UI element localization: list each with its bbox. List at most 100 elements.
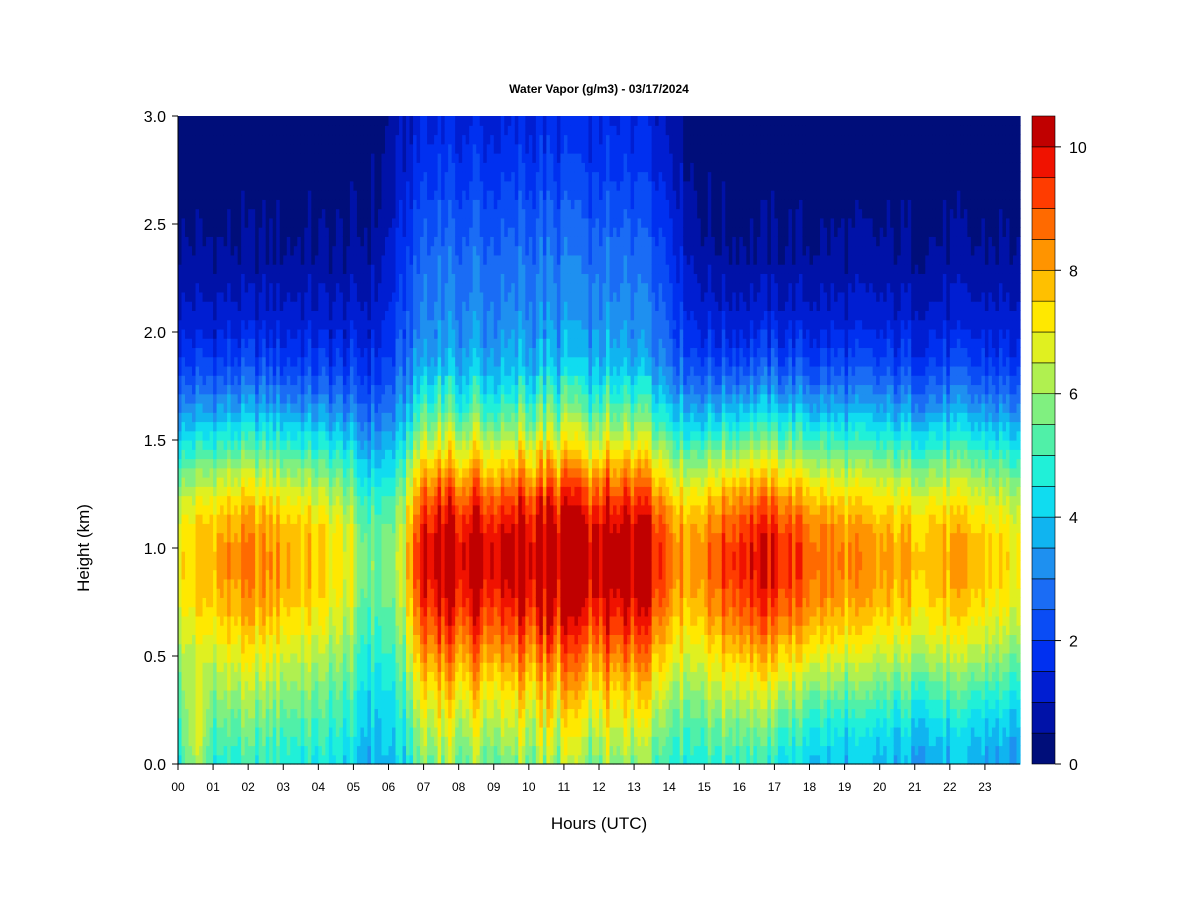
heatmap-cell (318, 486, 323, 497)
heatmap-cell (356, 384, 362, 395)
heatmap-cell (356, 643, 362, 654)
heatmap-cell (283, 569, 288, 580)
heatmap-cell (286, 541, 291, 552)
heatmap-cell (181, 153, 186, 163)
heatmap-cell (279, 180, 284, 191)
heatmap-cell (181, 745, 186, 756)
heatmap-cell (406, 634, 411, 645)
heatmap-cell (342, 569, 347, 580)
heatmap-cell (251, 541, 256, 552)
heatmap-cell (395, 180, 400, 191)
heatmap-cell (370, 736, 376, 747)
heatmap-cell (251, 199, 256, 210)
heatmap-cell (258, 504, 263, 515)
heatmap-cell (241, 254, 246, 265)
heatmap-cell (339, 726, 344, 737)
heatmap-cell (402, 375, 407, 386)
heatmap-cell (353, 597, 358, 608)
heatmap-cell (255, 310, 260, 321)
heatmap-cell (192, 116, 197, 126)
heatmap-cell (395, 440, 400, 450)
heatmap-cell (392, 588, 397, 598)
heatmap-cell (241, 264, 246, 274)
heatmap-cell (416, 569, 421, 580)
heatmap-cell (293, 421, 298, 432)
heatmap-cell (314, 643, 319, 654)
heatmap-cell (367, 236, 372, 247)
heatmap-cell (227, 143, 232, 154)
heatmap-cell (356, 412, 362, 423)
heatmap-cell (195, 282, 200, 293)
heatmap-cell (406, 245, 411, 256)
heatmap-cell (363, 615, 369, 626)
heatmap-cell (363, 393, 369, 404)
heatmap-cell (206, 597, 211, 608)
heatmap-cell (255, 643, 260, 654)
heatmap-cell (356, 652, 362, 663)
heatmap-cell (206, 393, 211, 404)
heatmap-cell (223, 282, 228, 293)
heatmap-cell (384, 745, 390, 756)
heatmap-cell (300, 116, 305, 126)
heatmap-cell (318, 458, 323, 469)
heatmap-cell (248, 689, 253, 700)
heatmap-cell (241, 199, 246, 210)
heatmap-cell (290, 708, 295, 719)
heatmap-cell (307, 745, 312, 756)
heatmap-cell (363, 477, 369, 487)
heatmap-cell (399, 745, 404, 756)
heatmap-cell (258, 458, 263, 469)
heatmap-cell (311, 227, 316, 237)
heatmap-cell (251, 662, 256, 673)
heatmap-cell (307, 615, 312, 626)
heatmap-cell (409, 597, 414, 608)
heatmap-cell (230, 606, 235, 617)
heatmap-cell (241, 430, 246, 441)
heatmap-cell (297, 430, 302, 441)
heatmap-cell (293, 180, 298, 191)
heatmap-cell (392, 717, 397, 728)
heatmap-cell (286, 699, 291, 710)
heatmap-cell (178, 319, 183, 330)
heatmap-cell (370, 569, 376, 580)
heatmap-cell (413, 310, 418, 321)
heatmap-cell (314, 328, 319, 339)
heatmap-cell (321, 125, 326, 136)
heatmap-cell (216, 143, 221, 154)
heatmap-cell (300, 301, 305, 311)
heatmap-cell (300, 254, 305, 265)
heatmap-cell (300, 328, 305, 339)
heatmap-cell (416, 440, 421, 450)
heatmap-cell (427, 717, 432, 728)
heatmap-cell (272, 162, 277, 173)
heatmap-cell (237, 171, 242, 182)
heatmap-cell (384, 514, 390, 524)
heatmap-cell (188, 458, 193, 469)
heatmap-cell (251, 208, 256, 219)
heatmap-cell (381, 551, 386, 561)
heatmap-cell (392, 689, 397, 700)
heatmap-cell (300, 662, 305, 673)
heatmap-cell (332, 699, 337, 710)
heatmap-cell (269, 708, 274, 719)
heatmap-cell (262, 328, 267, 339)
heatmap-cell (223, 449, 228, 460)
heatmap-cell (420, 726, 425, 737)
heatmap-cell (195, 754, 200, 765)
heatmap-cell (349, 116, 355, 126)
heatmap-cell (353, 264, 358, 274)
heatmap-cell (258, 634, 263, 645)
heatmap-cell (356, 245, 362, 256)
heatmap-cell (241, 171, 246, 182)
heatmap-cell (318, 236, 323, 247)
heatmap-cell (300, 227, 305, 237)
heatmap-cell (311, 365, 316, 376)
heatmap-cell (318, 162, 323, 173)
heatmap-cell (265, 347, 270, 358)
heatmap-cell (311, 153, 316, 163)
heatmap-cell (395, 116, 400, 126)
heatmap-cell (353, 643, 358, 654)
heatmap-cell (213, 588, 218, 598)
heatmap-cell (406, 384, 411, 395)
